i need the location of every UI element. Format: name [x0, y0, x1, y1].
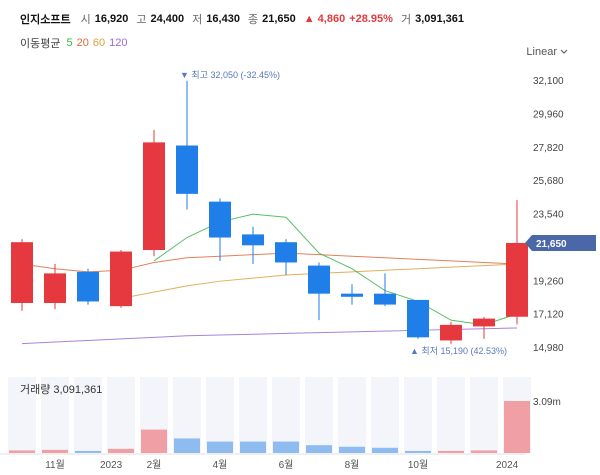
volume-column-bg	[74, 377, 102, 453]
y-tick-label: 14,980	[533, 343, 564, 354]
candle-down	[341, 293, 363, 297]
volume-bar	[108, 448, 134, 453]
x-tick-label: 2023	[100, 460, 123, 471]
candle-down	[242, 234, 264, 246]
volume-column-bg	[470, 377, 498, 453]
volume-bar	[240, 441, 266, 453]
x-tick-label: 4월	[213, 459, 228, 471]
x-tick-label: 8월	[345, 459, 360, 471]
candle-up	[44, 273, 66, 304]
close-label: 종	[247, 14, 259, 26]
ma5-line	[153, 213, 518, 326]
volume-bar	[273, 441, 299, 453]
candle-down	[176, 145, 198, 194]
stock-header: 인지소프트 시 16,920 고 24,400 저 16,430 종 21,65…	[20, 10, 468, 28]
candle-up	[143, 142, 165, 250]
current-price-label: 21,650	[536, 239, 567, 250]
volume-column-bg	[239, 377, 267, 453]
volume-value: 3,091,361	[415, 13, 465, 25]
volume-column-bg	[404, 377, 432, 453]
scale-label: Linear	[526, 46, 557, 58]
volume-column-bg	[338, 377, 366, 453]
candle-up	[110, 251, 132, 307]
candle-up	[11, 242, 33, 304]
candle-down	[77, 271, 99, 302]
low-value: 16,430	[206, 13, 240, 25]
volume-bar	[141, 429, 167, 453]
y-tick-label: 29,960	[533, 109, 564, 120]
x-tick-label: 2024	[496, 460, 519, 471]
volume-panel: 거래량 3,091,361 3.09m	[8, 377, 561, 453]
stock-name[interactable]: 인지소프트	[20, 14, 71, 26]
volume-bar	[471, 450, 497, 453]
volume-column-bg	[8, 377, 36, 453]
open-label: 시	[80, 14, 91, 26]
annotations: ▼ 최고 32,050 (-32.45%) ▲ 최저 15,190 (42.53%…	[180, 70, 596, 356]
high-label: 고	[136, 14, 147, 26]
candle-up	[473, 318, 495, 327]
volume-bar	[405, 450, 431, 453]
scale-toggle-button[interactable]: Linear	[526, 46, 568, 58]
y-tick-label: 25,680	[533, 176, 564, 187]
candles	[11, 80, 528, 344]
volume-column-bg	[371, 377, 399, 453]
volume-column-bg	[107, 377, 135, 453]
ma120-legend: 120	[109, 37, 128, 49]
high-annotation: ▼ 최고 32,050 (-32.45%)	[180, 70, 280, 80]
ma-title: 이동평균	[20, 38, 61, 50]
chevron-down-icon	[560, 46, 568, 58]
y-tick-label: 23,540	[533, 210, 564, 221]
close-value: 21,650	[262, 13, 296, 25]
x-axis: 11월 2023 2월 4월 6월 8월 10월 2024	[0, 453, 525, 471]
volume-column-bg	[437, 377, 465, 453]
low-label: 저	[192, 14, 203, 26]
volume-max-label: 3.09m	[533, 397, 561, 408]
candle-up	[506, 242, 528, 317]
x-tick-label: 2월	[147, 459, 162, 471]
moving-average-legend[interactable]: 이동평균 5 20 60 120	[20, 35, 127, 51]
candle-down	[275, 242, 297, 263]
volume-bar	[9, 450, 35, 453]
y-tick-label: 32,100	[533, 76, 564, 87]
y-tick-label: 17,120	[533, 310, 564, 321]
volume-bar	[207, 441, 233, 453]
ma5-legend: 5	[66, 37, 73, 49]
volume-label: 거	[400, 14, 412, 26]
volume-title: 거래량 3,091,361	[20, 383, 102, 396]
y-tick-label: 27,820	[533, 143, 564, 154]
volume-column-bg	[41, 377, 69, 453]
volume-bar	[438, 450, 464, 453]
ma60-legend: 60	[92, 37, 106, 49]
y-tick-label: 19,260	[533, 276, 564, 287]
volume-column-bg	[305, 377, 333, 453]
ma120-line	[21, 327, 518, 345]
candle-down	[209, 201, 231, 238]
candle-up	[440, 324, 462, 341]
volume-bar	[372, 447, 398, 453]
open-value: 16,920	[94, 13, 129, 25]
low-annotation: ▲ 최저 15,190 (42.53%)	[410, 346, 507, 356]
candle-down	[308, 265, 330, 294]
volume-bar	[504, 401, 530, 453]
candle-down	[407, 299, 429, 338]
x-tick-label: 6월	[279, 459, 294, 471]
volume-bar	[42, 449, 68, 453]
high-value: 24,400	[150, 13, 185, 25]
x-tick-label: 11월	[45, 459, 65, 471]
change-percent: +28.95%	[349, 13, 393, 25]
change-value: ▲ 4,860	[303, 13, 346, 25]
current-price-tag	[525, 234, 596, 251]
ma20-line	[21, 252, 518, 273]
volume-bar	[75, 450, 101, 453]
ma20-legend: 20	[76, 37, 89, 49]
y-axis: 32,100 29,960 27,820 25,680 23,540 19,260 17,1…	[533, 76, 564, 354]
volume-bar	[174, 438, 200, 453]
volume-bar	[339, 446, 365, 453]
volume-column-bg	[272, 377, 300, 453]
x-tick-label: 10월	[408, 459, 428, 471]
volume-bar	[306, 445, 332, 453]
candle-down	[374, 293, 396, 305]
volume-column-bg	[206, 377, 234, 453]
